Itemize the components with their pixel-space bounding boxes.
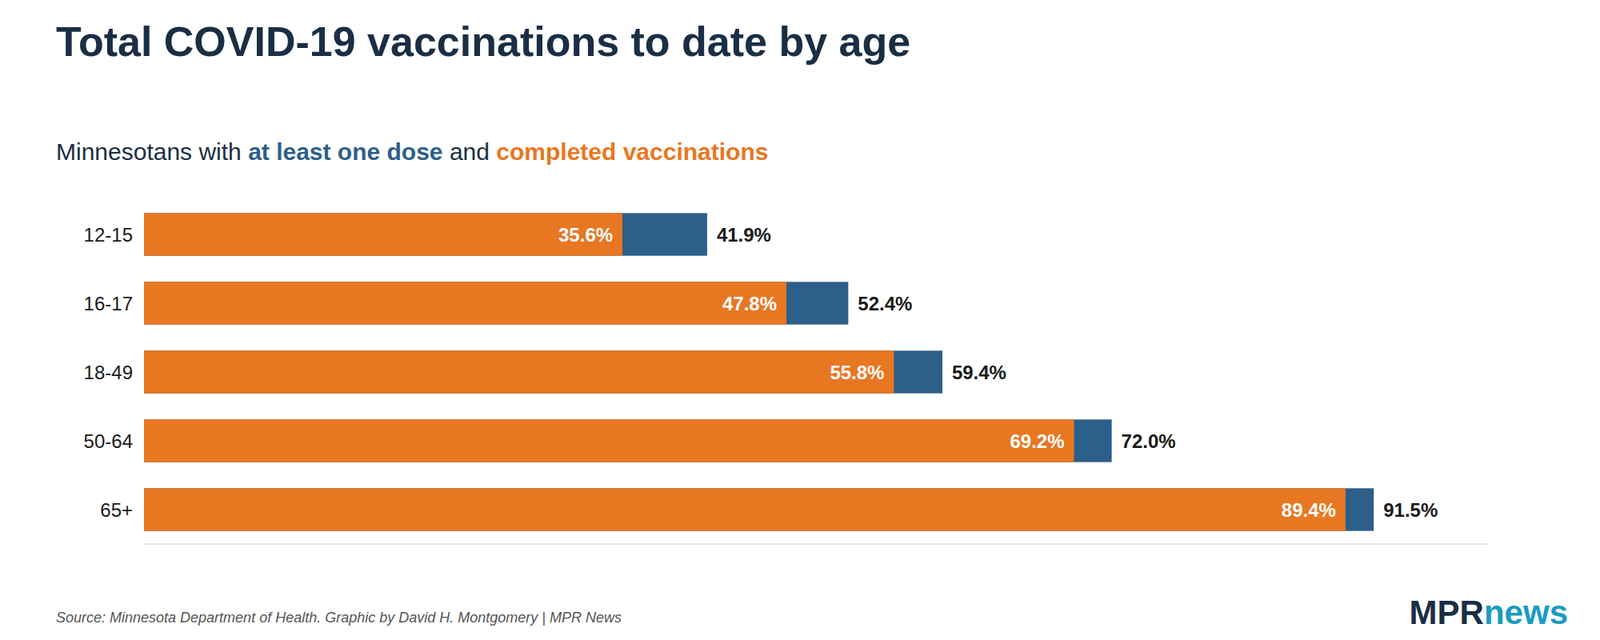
data-label: 72.0%	[1121, 430, 1176, 452]
data-label: 89.4%	[1281, 499, 1336, 521]
chart-svg: Total COVID-19 vaccinations to date by a…	[0, 0, 1600, 640]
subtitle-part: Minnesotans with	[56, 138, 248, 165]
data-label: 35.6%	[558, 224, 613, 246]
bar	[144, 212, 623, 256]
subtitle-part: and	[443, 138, 497, 165]
bar	[144, 350, 894, 393]
bar	[144, 281, 848, 324]
data-label: 47.8%	[722, 292, 777, 315]
y-tick-label: 12-15	[84, 224, 133, 246]
subtitle-series-key: completed vaccinations	[496, 138, 768, 165]
data-label: 69.2%	[1009, 430, 1064, 452]
bar	[144, 281, 787, 324]
data-label: 59.4%	[952, 361, 1007, 384]
bar	[144, 419, 1075, 462]
bars	[144, 212, 1374, 531]
y-tick-label: 50-64	[84, 430, 133, 452]
data-label: 91.5%	[1383, 499, 1438, 521]
title: Total COVID-19 vaccinations to date by a…	[56, 18, 911, 65]
data-label: 55.8%	[829, 361, 884, 384]
chart-container: Total COVID-19 vaccinations to date by a…	[0, 0, 1600, 640]
data-label: 52.4%	[857, 292, 912, 315]
labels: 35.6% 47.8% 55.8% 69.2% 89.4% 41.9% 52.4% 59.4%…	[558, 224, 1438, 521]
subtitle: Minnesotans with at least one dose and c…	[56, 138, 768, 165]
logo-part: news	[1484, 593, 1568, 632]
y-tick-label: 16-17	[84, 292, 133, 315]
y-tick-label: 65+	[100, 499, 133, 521]
bar	[144, 488, 1374, 531]
x-axis-line	[144, 544, 1488, 545]
logo-part: MPR	[1409, 593, 1484, 632]
data-label: 41.9%	[716, 224, 772, 246]
bar	[144, 419, 1112, 462]
background	[0, 0, 1600, 640]
y-tick-label: 18-49	[84, 361, 133, 384]
source-note: Source: Minnesota Department of Health. …	[56, 609, 622, 626]
subtitle-series-key: at least one dose	[248, 138, 443, 165]
bar	[144, 212, 708, 256]
bar	[144, 350, 943, 393]
bar	[144, 488, 1346, 531]
logo: MPRnews	[1409, 593, 1568, 632]
